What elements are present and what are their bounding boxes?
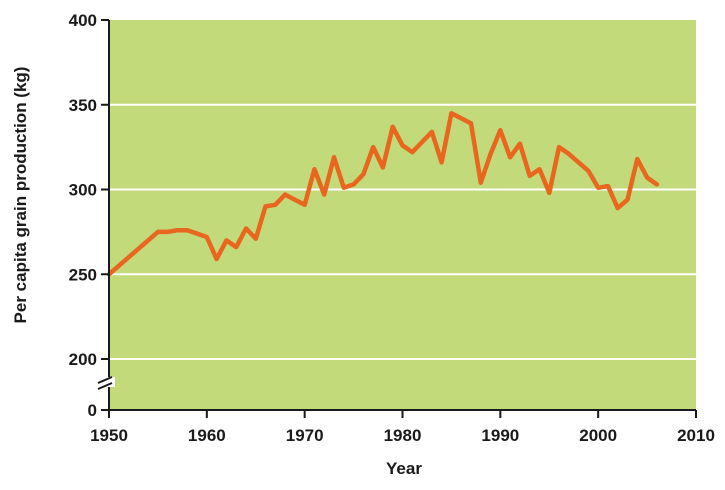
series-line-grain-production <box>106 110 660 277</box>
y-tick-label-300: 300 <box>69 181 97 200</box>
y-tick-label-zero: 0 <box>88 401 97 420</box>
x-tick-label-1950: 1950 <box>90 426 128 445</box>
y-axis-title: Per capita grain production (kg) <box>11 67 30 324</box>
y-tick-label-200: 200 <box>69 350 97 369</box>
x-axis-title: Year <box>386 459 422 478</box>
x-tick-label-2010: 2010 <box>677 426 715 445</box>
y-tick-label-400: 400 <box>69 11 97 30</box>
gridlines <box>109 103 696 360</box>
plot-background <box>109 20 696 410</box>
y-tick-label-250: 250 <box>69 265 97 284</box>
x-tick-label-1980: 1980 <box>384 426 422 445</box>
x-tick-label-1960: 1960 <box>188 426 226 445</box>
x-tick-label-1990: 1990 <box>481 426 519 445</box>
x-tick-label-2000: 2000 <box>579 426 617 445</box>
x-tick-label-1970: 1970 <box>286 426 324 445</box>
y-tick-label-350: 350 <box>69 96 97 115</box>
x-tick-labels: 1950 1960 1970 1980 1990 2000 2010 <box>90 410 715 445</box>
y-axis-break-marker <box>95 376 115 390</box>
y-tick-labels: 200 250 300 350 400 0 <box>69 11 109 420</box>
